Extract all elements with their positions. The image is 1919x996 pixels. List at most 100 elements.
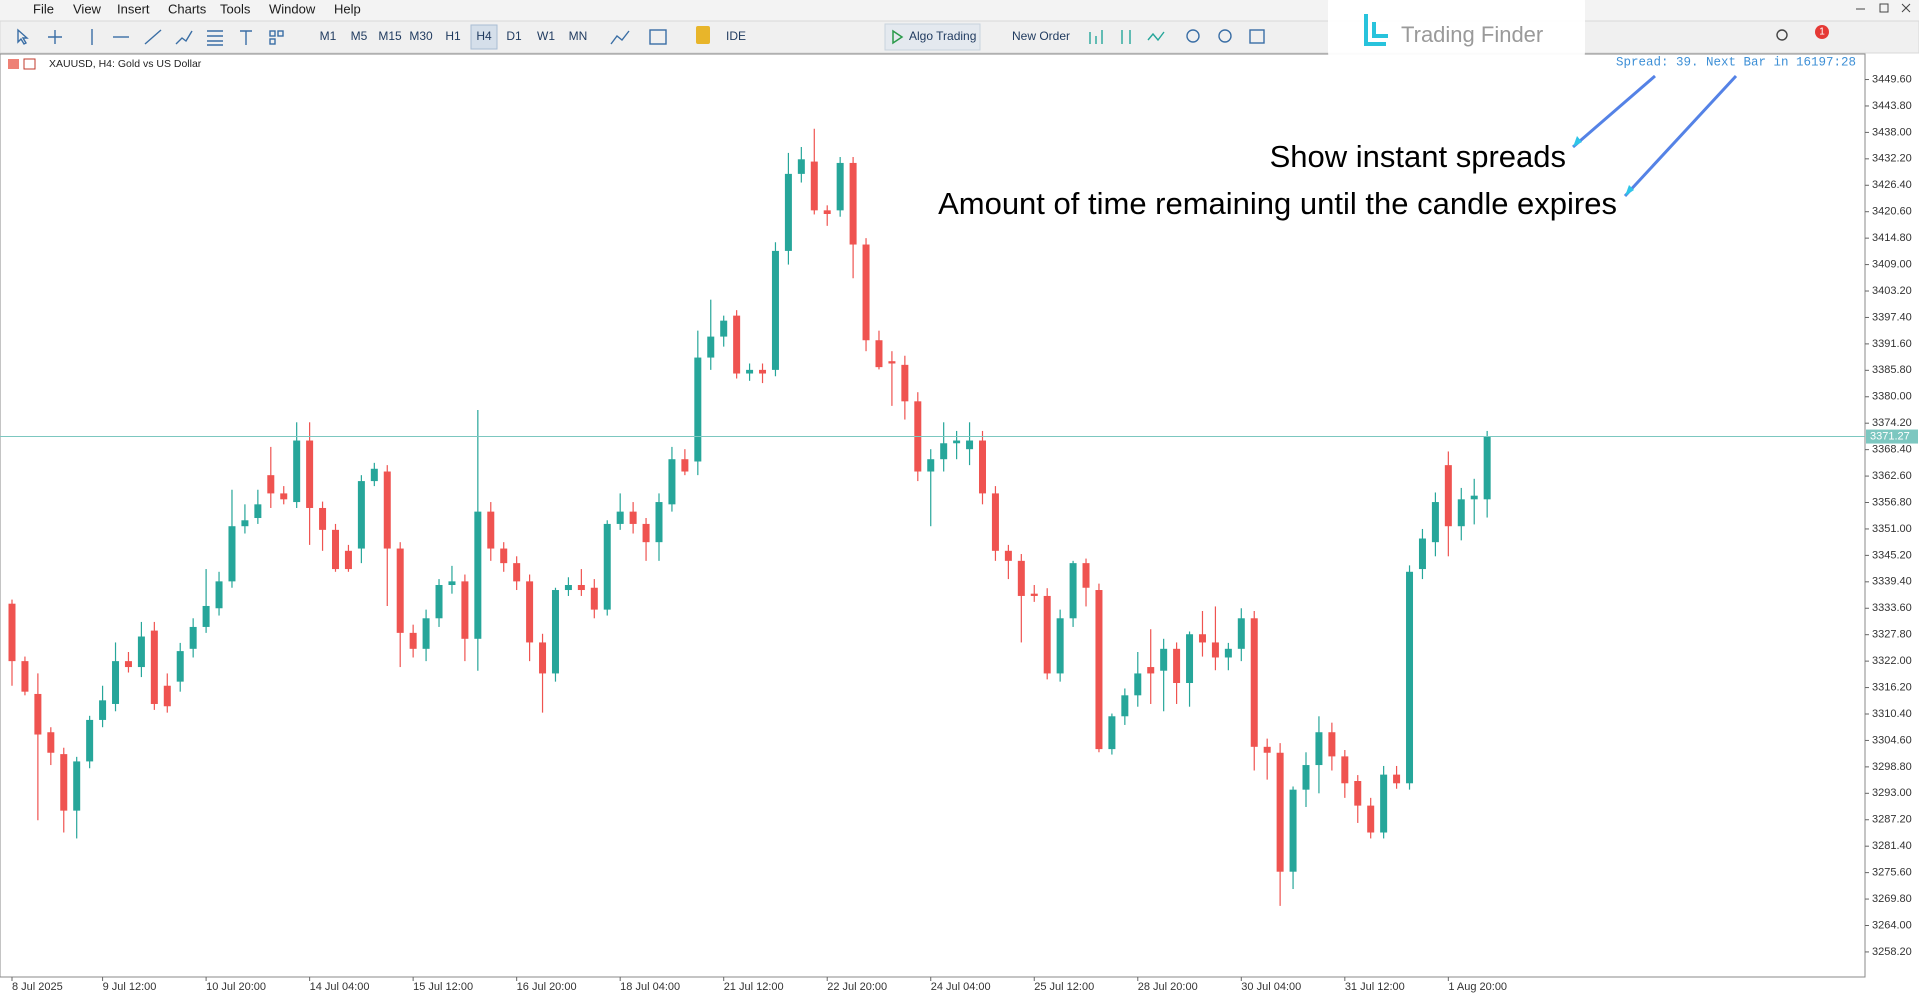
algo-trading-label[interactable]: Algo Trading — [909, 29, 976, 43]
candle-body — [1108, 716, 1116, 750]
candle-body — [1082, 563, 1090, 588]
template-icon[interactable] — [649, 29, 667, 45]
zoom-in-icon[interactable] — [1186, 29, 1200, 43]
candle-body — [797, 159, 805, 174]
candle-body — [577, 585, 585, 591]
candle-body — [888, 361, 896, 364]
candle-body — [344, 550, 352, 570]
restore[interactable] — [1879, 3, 1889, 13]
timeframe-button[interactable]: D1 — [506, 29, 522, 43]
candle-body — [526, 581, 534, 643]
timeframe-button[interactable]: H1 — [445, 29, 461, 43]
y-tick-label: 3426.40 — [1872, 179, 1912, 191]
candle-body — [875, 340, 883, 368]
candle-body — [539, 642, 547, 674]
candle-body — [733, 315, 741, 374]
candle-body — [1095, 590, 1103, 750]
y-tick-label: 3293.00 — [1872, 787, 1912, 799]
ide-button[interactable]: IDE — [726, 29, 746, 43]
x-tick-label: 10 Jul 20:00 — [206, 981, 266, 993]
y-tick-label: 3287.20 — [1872, 814, 1912, 826]
candles-icon[interactable] — [1121, 30, 1131, 44]
timeframe-button[interactable]: W1 — [537, 29, 555, 43]
y-tick-label: 3362.60 — [1872, 470, 1912, 482]
trendline-icon[interactable] — [144, 29, 162, 45]
line-icon[interactable] — [1147, 31, 1165, 42]
menu-item[interactable]: File — [33, 1, 54, 16]
menu-item[interactable]: View — [73, 1, 102, 16]
notification-badge[interactable] — [1815, 25, 1829, 39]
timeframe-button[interactable]: M5 — [351, 29, 368, 43]
candle-body — [1289, 789, 1297, 872]
channel-icon[interactable] — [175, 30, 193, 45]
y-tick-label: 3397.40 — [1872, 311, 1912, 323]
candle-body — [1173, 648, 1181, 684]
grid-icon[interactable] — [1249, 29, 1265, 44]
candle-body — [771, 250, 779, 370]
menu-item[interactable]: Charts — [168, 1, 207, 16]
candle-body — [1043, 595, 1051, 674]
new-order-button[interactable]: New Order — [1012, 29, 1070, 43]
menu-item[interactable]: Insert — [117, 1, 150, 16]
candle-body — [759, 369, 767, 374]
menu-item[interactable]: Tools — [220, 1, 251, 16]
y-tick-label: 3438.00 — [1872, 126, 1912, 138]
candle-body — [370, 468, 378, 482]
candle-body — [357, 481, 365, 549]
candle-body — [551, 590, 559, 674]
candle-body — [927, 459, 935, 472]
close[interactable] — [1901, 3, 1911, 13]
x-tick-label: 18 Jul 04:00 — [620, 981, 680, 993]
candle-body — [163, 685, 171, 707]
candle-body — [1211, 642, 1219, 658]
candle-body — [590, 587, 598, 610]
y-tick-label: 3258.20 — [1872, 946, 1912, 958]
cursor-icon[interactable] — [17, 28, 29, 45]
y-tick-label: 3339.40 — [1872, 576, 1912, 588]
candle-body — [823, 210, 831, 214]
text-icon[interactable] — [240, 30, 252, 45]
arrow-head — [1573, 136, 1582, 147]
x-tick-label: 1 Aug 20:00 — [1448, 981, 1507, 993]
candle-body — [409, 632, 417, 649]
search-icon[interactable] — [1776, 29, 1788, 41]
timeframe-button[interactable]: M30 — [409, 29, 433, 43]
y-tick-label: 3432.20 — [1872, 153, 1912, 165]
timeframe-button[interactable]: M15 — [378, 29, 402, 43]
y-tick-label: 3345.20 — [1872, 549, 1912, 561]
shapes-icon[interactable] — [269, 30, 276, 37]
candle-body — [254, 504, 262, 519]
chart-icon — [23, 58, 36, 70]
y-tick-label: 3356.80 — [1872, 496, 1912, 508]
menu-item[interactable]: Help — [334, 1, 361, 16]
timeframe-button[interactable]: M1 — [320, 29, 337, 43]
candle-body — [603, 523, 611, 610]
y-tick-label: 3414.80 — [1872, 232, 1912, 244]
y-tick-label: 3333.60 — [1872, 602, 1912, 614]
candle-body — [383, 471, 391, 549]
candle-body — [47, 732, 55, 753]
indicator-icon[interactable] — [610, 30, 630, 45]
fibo-icon[interactable] — [207, 30, 223, 46]
logo-mark — [1364, 14, 1388, 46]
y-tick-label: 3264.00 — [1872, 919, 1912, 931]
timeframe-button[interactable]: MN — [569, 29, 588, 43]
menu-item[interactable]: Window — [269, 1, 316, 16]
y-tick-label: 3304.60 — [1872, 734, 1912, 746]
candle-body — [202, 605, 210, 627]
candle-body — [513, 563, 521, 582]
candle-body — [137, 636, 145, 668]
bars-icon[interactable] — [1089, 30, 1103, 44]
market-icon[interactable] — [696, 26, 710, 44]
candle-body — [810, 161, 818, 211]
timeframe-button[interactable]: H4 — [476, 29, 492, 43]
candle-body — [99, 700, 107, 720]
zoom-out-icon[interactable] — [1218, 29, 1232, 43]
candle-body — [228, 526, 236, 582]
candle-body — [616, 511, 624, 524]
logo-text: Trading Finder — [1401, 22, 1543, 47]
candle-body — [862, 244, 870, 341]
crosshair-icon[interactable] — [48, 30, 62, 44]
x-tick-label: 25 Jul 12:00 — [1034, 981, 1094, 993]
candle-body — [215, 581, 223, 609]
